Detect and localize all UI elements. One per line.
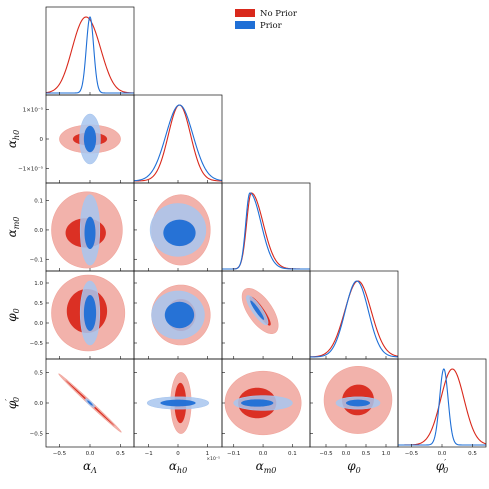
panel-alpha_m0-alpha_m0 bbox=[221, 182, 311, 272]
panel-phi_0-phi_0 bbox=[309, 270, 399, 360]
ytick-label-phi_prime_0: 0.5 bbox=[34, 370, 43, 376]
xtick-label-phi_prime_0: −0.5 bbox=[405, 451, 419, 457]
legend-label-prior: Prior bbox=[260, 21, 283, 31]
ytick-label-phi_0: 1.0 bbox=[34, 281, 43, 287]
panel-alpha_m0-alpha_h0 bbox=[133, 182, 223, 272]
yaxis-label-alpha_h0: αh0 bbox=[5, 130, 21, 148]
panel-phi_prime_0-phi_0: −0.5 0.0 0.5 1.0 φ0 bbox=[309, 358, 399, 475]
panel-alpha_lambda-alpha_lambda bbox=[45, 6, 135, 96]
xtick-label-phi_prime_0: 0.5 bbox=[468, 451, 477, 457]
marginal-phi_0-prior bbox=[310, 280, 398, 358]
marginal-phi_prime_0-prior bbox=[398, 368, 486, 446]
ytick-label-phi_prime_0: −0.5 bbox=[30, 432, 44, 438]
panel-frame bbox=[221, 182, 311, 272]
ytick-label-alpha_h0: 0 bbox=[40, 137, 44, 143]
panel-phi_prime_0-alpha_h0: −1 0 1 αh0 ×10⁻⁵ bbox=[133, 358, 223, 475]
legend-swatch-no-prior bbox=[235, 9, 255, 17]
contour-68-phi_prime_0-alpha_h0-prior bbox=[160, 399, 196, 407]
xtick-label-alpha_lambda: −0.5 bbox=[53, 451, 67, 457]
marginal-alpha_m0-no-prior bbox=[222, 192, 310, 270]
contour-68-phi_0-alpha_lambda-prior bbox=[83, 295, 97, 331]
legend-label-no-prior: No Prior bbox=[260, 9, 298, 19]
ytick-label-alpha_h0: 1×10⁻⁵ bbox=[23, 107, 43, 114]
yaxis-label-phi_0: φ0 bbox=[5, 308, 21, 322]
ytick-label-alpha_m0: 0.1 bbox=[34, 199, 43, 205]
xtick-label-phi_0: 1.0 bbox=[382, 451, 391, 457]
x-multiplier-alpha_h0: ×10⁻⁵ bbox=[206, 456, 220, 462]
contour-68-phi_prime_0-phi_0-prior bbox=[346, 399, 370, 407]
xtick-label-phi_0: −0.5 bbox=[319, 451, 333, 457]
yaxis-label-alpha_m0: αm0 bbox=[5, 217, 21, 238]
panel-alpha_m0-alpha_lambda: −0.1 0.0 0.1 αm0 bbox=[5, 182, 135, 272]
panel-phi_0-alpha_m0 bbox=[221, 270, 311, 360]
ytick-label-phi_0: −0.5 bbox=[30, 341, 44, 347]
panel-alpha_h0-alpha_h0 bbox=[133, 94, 223, 184]
ytick-label-alpha_m0: −0.1 bbox=[30, 257, 43, 263]
panel-phi_0-alpha_lambda: −0.5 0.0 0.5 1.0 φ0 bbox=[5, 270, 135, 360]
marginal-alpha_h0-no-prior bbox=[134, 104, 222, 182]
ytick-label-phi_0: 0.0 bbox=[34, 321, 43, 327]
panel-phi_prime_0-alpha_m0: −0.1 0.0 0.1 αm0 bbox=[221, 358, 311, 475]
xtick-label-phi_0: 0.5 bbox=[362, 451, 371, 457]
contour-68-phi_prime_0-alpha_lambda-prior bbox=[87, 400, 93, 406]
contour-68-phi_0-alpha_m0-prior bbox=[250, 300, 265, 320]
panel-alpha_h0-alpha_lambda: −1×10⁻⁵ 0 1×10⁻⁵ αh0 bbox=[5, 94, 135, 184]
xaxis-label-phi_prime_0: φ′ 0 bbox=[436, 458, 448, 475]
xtick-label-alpha_m0: −0.1 bbox=[227, 451, 240, 457]
marginal-alpha_lambda-prior bbox=[46, 15, 134, 94]
xtick-label-alpha_h0: −1 bbox=[145, 451, 153, 457]
legend: No Prior Prior bbox=[235, 9, 298, 31]
xtick-label-alpha_lambda: 0.5 bbox=[116, 451, 125, 457]
panel-frame bbox=[397, 358, 487, 448]
ytick-label-phi_prime_0: 0.0 bbox=[34, 401, 43, 407]
contour-68-alpha_h0-alpha_lambda-prior bbox=[83, 125, 97, 153]
ytick-label-alpha_h0: −1×10⁻⁵ bbox=[18, 165, 43, 172]
ytick-label-phi_0: 0.5 bbox=[34, 301, 43, 307]
marginal-phi_prime_0-no-prior bbox=[398, 368, 486, 446]
xaxis-label-alpha_lambda: αΛ bbox=[83, 459, 97, 475]
xtick-label-phi_0: 0.0 bbox=[342, 451, 351, 457]
contour-68-phi_0-alpha_h0-prior bbox=[164, 301, 195, 329]
xtick-label-alpha_lambda: 0.0 bbox=[86, 451, 95, 457]
xtick-label-alpha_m0: 0.1 bbox=[288, 451, 297, 457]
panel-phi_prime_0-alpha_lambda: −0.5 0.0 0.5 −0.5 0.0 0.5 αΛ φ′0 bbox=[4, 358, 135, 475]
xtick-label-phi_prime_0: 0.0 bbox=[438, 451, 447, 457]
panel-phi_prime_0-phi_prime_0: −0.5 0.0 0.5 φ′ 0 bbox=[397, 358, 487, 475]
xtick-label-alpha_m0: 0.0 bbox=[259, 451, 268, 457]
contour-68-alpha_m0-alpha_h0-prior bbox=[163, 219, 196, 247]
panel-frame bbox=[133, 94, 223, 184]
marginal-phi_0-no-prior bbox=[310, 280, 398, 358]
marginal-alpha_h0-prior bbox=[134, 104, 222, 182]
legend-swatch-prior bbox=[235, 21, 255, 29]
contour-68-alpha_m0-alpha_lambda-prior bbox=[84, 216, 96, 249]
xaxis-label-phi_0: φ0 bbox=[347, 459, 361, 475]
xaxis-label-alpha_h0: αh0 bbox=[169, 459, 187, 475]
marginal-alpha_m0-prior bbox=[222, 192, 310, 270]
marginal-alpha_lambda-no-prior bbox=[46, 16, 134, 94]
xtick-label-alpha_h0: 1 bbox=[206, 451, 210, 457]
xtick-label-alpha_h0: 0 bbox=[176, 451, 180, 457]
ytick-label-alpha_m0: 0.0 bbox=[34, 228, 43, 234]
panel-phi_0-alpha_h0 bbox=[133, 270, 223, 360]
xaxis-label-alpha_m0: αm0 bbox=[256, 459, 277, 475]
contour-68-phi_prime_0-alpha_m0-prior bbox=[241, 399, 274, 407]
yaxis-label-phi_prime_0: φ′0 bbox=[4, 397, 21, 409]
